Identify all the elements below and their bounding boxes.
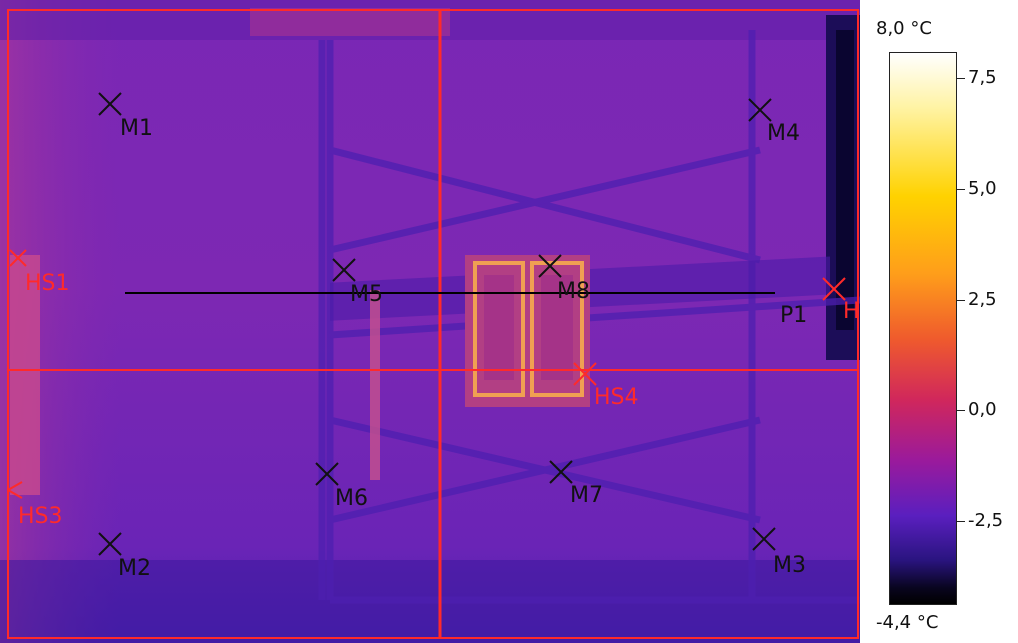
hotspot-hs4-label: HS4 [594,385,639,410]
marker-m2-label: M2 [118,556,151,581]
left-warm-strip [10,255,40,495]
hotspot-right[interactable] [822,277,846,301]
hotspot-hs1[interactable] [9,249,27,267]
scale-tick [957,78,965,79]
scale-max-label: 8,0 °C [876,18,932,39]
image-background [0,0,860,643]
scale-tick [957,521,965,522]
scale-tick-label: -2,5 [968,510,1004,531]
window [465,255,590,407]
scale-tick-label: 5,0 [968,178,997,199]
profile-label-p1: P1 [780,303,807,328]
marker-m6[interactable] [315,462,339,486]
warm-pipe [370,290,380,480]
marker-m5[interactable] [332,258,356,282]
marker-m1[interactable] [98,92,122,116]
scale-tick [957,410,965,411]
right-dark-core [836,30,854,330]
hotspot-hs3[interactable] [7,481,23,499]
scale-tick-label: 0,0 [968,399,997,420]
marker-m2[interactable] [98,532,122,556]
image-frame [7,9,859,639]
marker-m7-label: M7 [570,483,603,508]
scale-tick-label: 2,5 [968,289,997,310]
hotspot-hs4[interactable] [573,362,597,386]
marker-m3[interactable] [752,527,776,551]
marker-m7[interactable] [549,460,573,484]
top-warm-patch [250,8,450,36]
marker-m5-label: M5 [350,282,383,307]
scale-tick [957,300,965,301]
hotspot-hs1-label: HS1 [25,271,70,296]
marker-m4[interactable] [748,98,772,122]
marker-m1-label: M1 [120,116,153,141]
marker-m4-label: M4 [767,121,800,146]
scale-tick [957,189,965,190]
marker-m8-label: M8 [557,279,590,304]
thermal-image: M1 M2 M3 M4 M5 M6 M7 M8 P1 HS1 HS3 HS4 H [0,0,860,643]
marker-m6-label: M6 [335,486,368,511]
scaffolding [318,30,860,604]
marker-m8[interactable] [538,254,562,278]
color-scale-bar [889,52,957,605]
marker-m3-label: M3 [773,553,806,578]
scale-min-label: -4,4 °C [876,612,939,633]
hotspot-right-label: H [843,299,860,324]
hotspot-hs3-label: HS3 [18,504,63,529]
scale-tick-label: 7,5 [968,67,997,88]
